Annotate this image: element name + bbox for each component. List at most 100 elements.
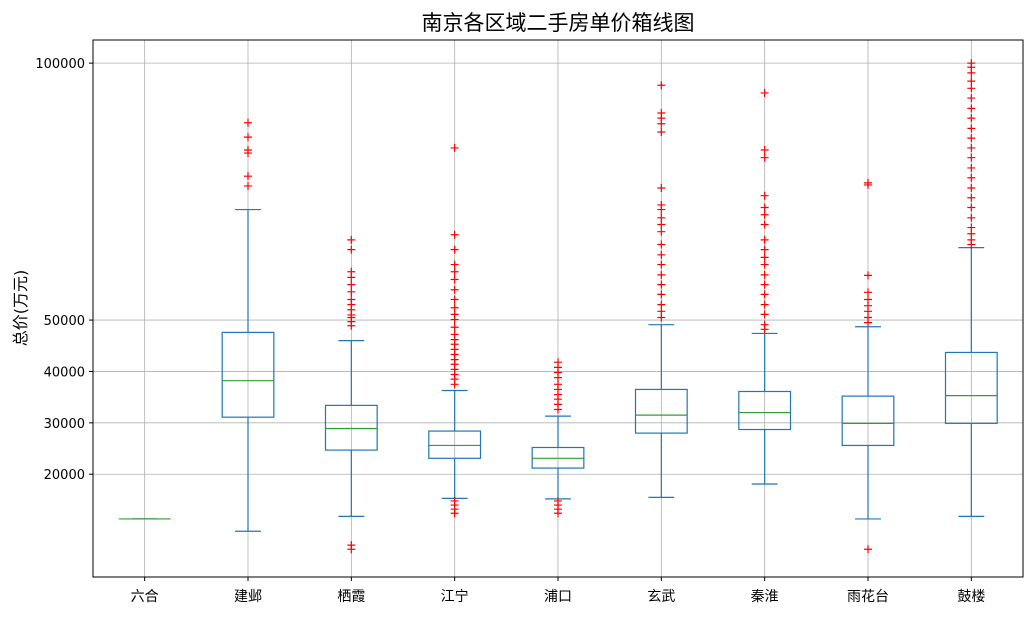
outlier-point [450, 509, 459, 518]
x-tick-label: 栖霞 [337, 589, 365, 605]
outlier-point [967, 77, 976, 86]
x-tick-label: 江宁 [441, 588, 469, 605]
outlier-point [657, 127, 666, 136]
outlier-point [657, 183, 666, 192]
outlier-point [967, 104, 976, 113]
x-tick-label: 秦淮 [751, 589, 779, 605]
outlier-point [347, 235, 356, 244]
outlier-point [657, 290, 666, 299]
outlier-point [450, 245, 459, 254]
x-tick-label: 鼓楼 [957, 589, 985, 605]
outlier-point [760, 203, 769, 212]
outlier-point [967, 183, 976, 192]
box-iqr [428, 430, 482, 459]
outlier-point [450, 315, 459, 324]
outlier-point [657, 119, 666, 128]
outlier-point [967, 68, 976, 77]
outlier-point [967, 124, 976, 133]
x-tick-label: 六合 [131, 589, 159, 605]
box-iqr [221, 331, 275, 418]
outlier-point [450, 260, 459, 269]
outlier-point [244, 172, 252, 181]
box-iqr [324, 404, 378, 451]
outlier-point [347, 280, 356, 289]
outlier-point [657, 260, 666, 269]
outlier-point [450, 285, 459, 294]
y-tick-label: 50000 [44, 314, 85, 329]
y-axis-label: 总价(万元) [11, 270, 30, 347]
outlier-point [967, 173, 976, 182]
outlier-point [657, 300, 666, 309]
outlier-point [244, 133, 252, 142]
outlier-point [967, 240, 976, 249]
outlier-point [450, 323, 459, 332]
plot-frame [92, 39, 1024, 578]
outlier-point [760, 220, 769, 229]
outlier-point [864, 545, 872, 554]
outlier-point [657, 227, 666, 236]
outlier-point [760, 280, 769, 289]
outlier-point [967, 114, 976, 123]
outlier-point [967, 134, 976, 143]
outlier-point [760, 290, 769, 299]
outlier-point [450, 380, 459, 389]
outlier-point [760, 153, 769, 162]
outlier-point [967, 84, 976, 93]
outlier-point [864, 180, 872, 189]
outlier-point [967, 153, 976, 162]
y-tick-label: 30000 [44, 417, 85, 432]
outlier-point [657, 220, 666, 229]
y-tick-label: 100000 [35, 57, 85, 72]
outlier-point [450, 303, 459, 312]
y-tick-label: 20000 [44, 468, 85, 483]
x-tick-label: 建邺 [234, 589, 262, 605]
outlier-point [760, 191, 769, 200]
outlier-point [657, 313, 666, 322]
outlier-point [864, 271, 872, 280]
chart-title: 南京各区域二手房单价箱线图 [422, 11, 695, 35]
x-tick-label: 玄武 [647, 588, 675, 605]
outlier-point [760, 270, 769, 279]
outlier-point [657, 205, 666, 214]
outlier-point [450, 295, 459, 304]
outlier-point [347, 287, 356, 296]
outlier-point [450, 275, 459, 284]
outlier-point [657, 270, 666, 279]
outlier-point [450, 267, 459, 276]
outlier-point [864, 318, 872, 327]
x-tick-label: 雨花台 [847, 589, 889, 605]
outlier-point [450, 143, 459, 152]
outlier-point [347, 545, 356, 554]
outlier-point [760, 88, 769, 97]
x-tick-label: 浦口 [544, 589, 572, 605]
outlier-point [657, 240, 666, 249]
outlier-point [347, 245, 356, 254]
outlier-point [967, 193, 976, 202]
outlier-point [760, 260, 769, 269]
box-iqr [841, 395, 895, 447]
outlier-point [450, 230, 459, 239]
outlier-point [244, 149, 252, 158]
outlier-point [347, 273, 356, 282]
outlier-point [760, 325, 769, 334]
box-iqr [634, 388, 688, 434]
outlier-point [760, 245, 769, 254]
outlier-point [760, 145, 769, 154]
outlier-point [760, 253, 769, 262]
box-iqr [738, 390, 792, 431]
box-iqr [944, 351, 998, 424]
outlier-point [554, 373, 562, 382]
outlier-point [967, 203, 976, 212]
outlier-point [657, 280, 666, 289]
outlier-point [657, 213, 666, 222]
outlier-point [760, 300, 769, 309]
outlier-point [760, 310, 769, 319]
outlier-point [967, 213, 976, 222]
outlier-point [554, 509, 562, 518]
outlier-point [554, 405, 562, 414]
outlier-point [657, 81, 666, 90]
outlier-point [967, 143, 976, 152]
outlier-point [347, 321, 356, 330]
outlier-point [760, 210, 769, 219]
